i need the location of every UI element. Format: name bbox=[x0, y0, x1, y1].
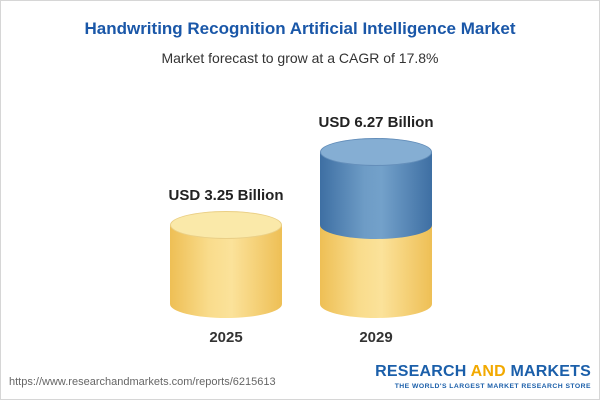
bar-group-2025: USD 3.25 Billion 2025 bbox=[151, 84, 301, 346]
value-label-2029: USD 6.27 Billion bbox=[318, 114, 434, 132]
bar-group-2029: USD 6.27 Billion 2029 bbox=[301, 84, 451, 346]
brand-name: RESEARCH AND MARKETS bbox=[375, 363, 591, 381]
chart-header: Handwriting Recognition Artificial Intel… bbox=[1, 1, 599, 66]
cylinder-cap-2025 bbox=[170, 210, 282, 239]
chart-footer: https://www.researchandmarkets.com/repor… bbox=[1, 357, 599, 399]
cylinder-cap-2029 bbox=[320, 138, 432, 167]
chart-subtitle: Market forecast to grow at a CAGR of 17.… bbox=[161, 50, 439, 66]
brand-word-markets: MARKETS bbox=[510, 362, 591, 380]
brand-word-research: RESEARCH bbox=[375, 362, 467, 380]
brand-logo: RESEARCH AND MARKETS THE WORLD'S LARGEST… bbox=[375, 363, 591, 391]
chart-title: Handwriting Recognition Artificial Intel… bbox=[84, 19, 516, 38]
axis-label-2025: 2025 bbox=[209, 329, 243, 346]
axis-label-2029: 2029 bbox=[359, 329, 393, 346]
bar-chart: USD 3.25 Billion 2025 USD 6.27 Billion 2… bbox=[1, 84, 599, 346]
source-url: https://www.researchandmarkets.com/repor… bbox=[9, 376, 276, 388]
cylinder-body-2025 bbox=[170, 224, 282, 318]
brand-word-and: AND bbox=[470, 362, 506, 380]
cylinder-base-segment-2029 bbox=[320, 224, 432, 318]
cylinder-growth-segment-2029 bbox=[320, 152, 432, 239]
value-label-2025: USD 3.25 Billion bbox=[168, 186, 284, 204]
brand-tagline: THE WORLD'S LARGEST MARKET RESEARCH STOR… bbox=[394, 383, 591, 391]
